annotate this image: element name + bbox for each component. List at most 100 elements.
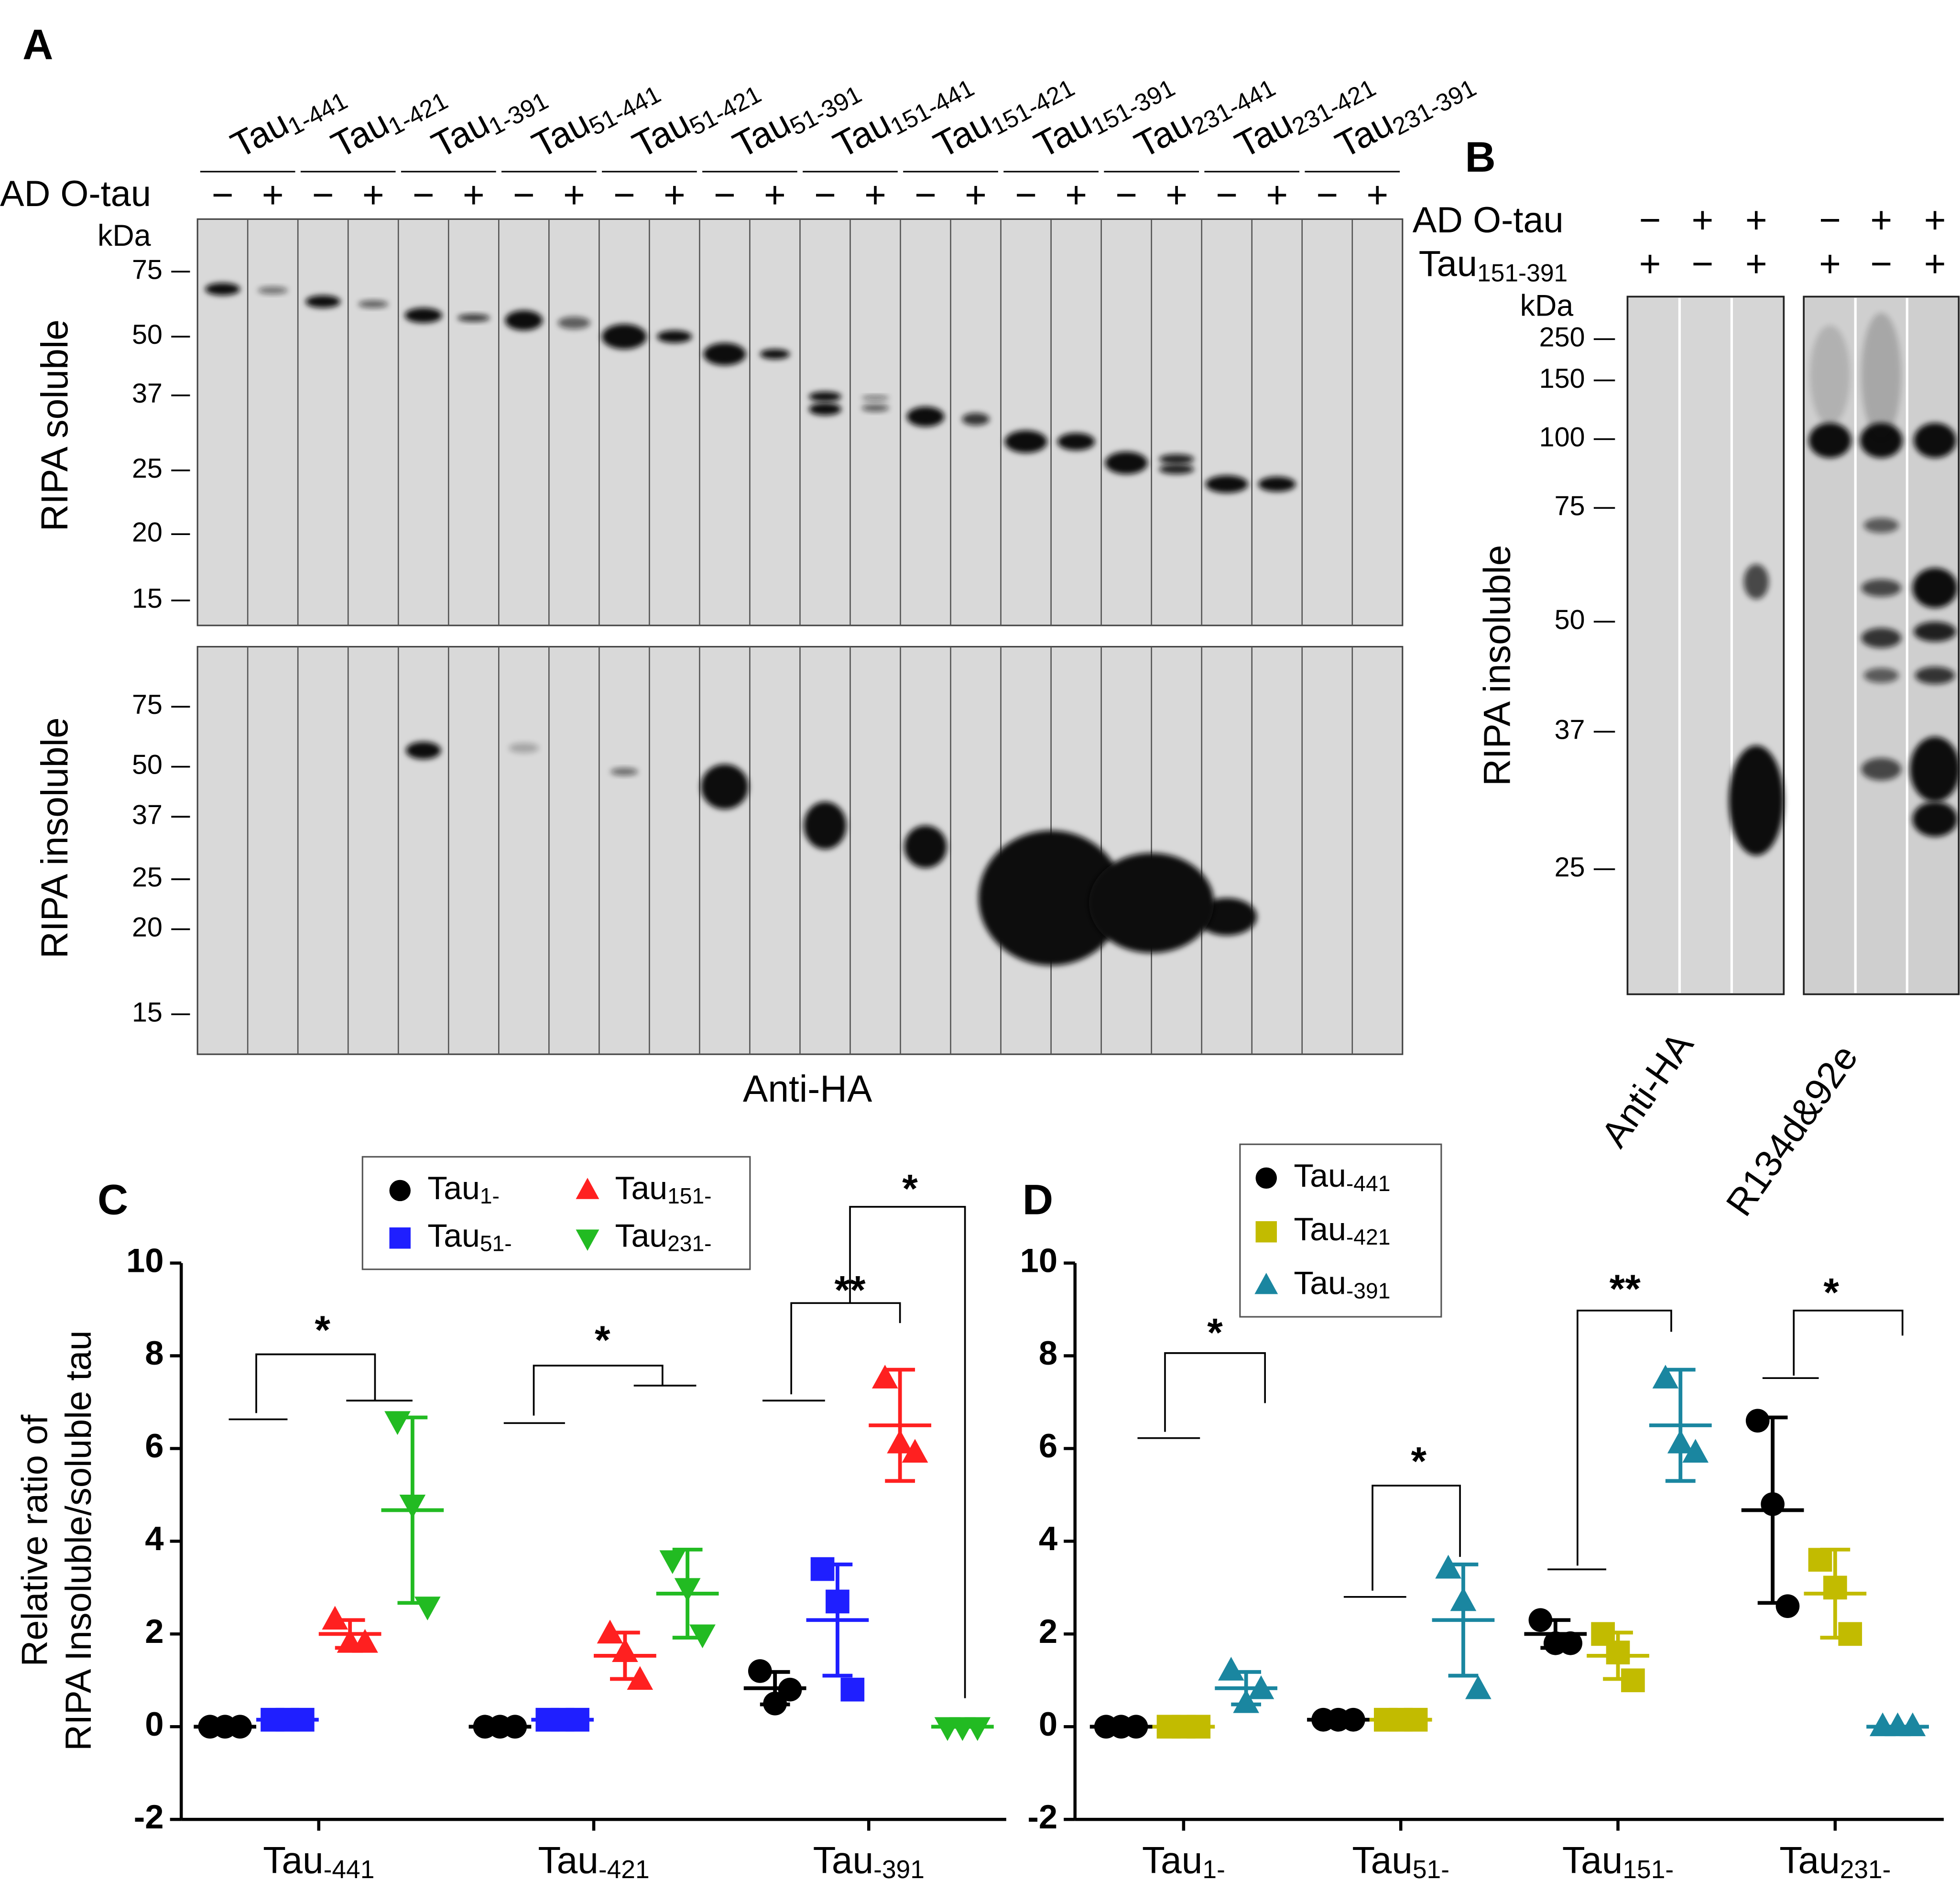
legend-label: Tau-421 [1294,1211,1390,1249]
significance-bracket [255,1353,376,1413]
legend-label-base: Tau [615,1170,667,1206]
blot-band [703,343,746,366]
kda-marker: 25 [132,453,163,484]
sign: − [1691,242,1713,284]
legend-marker [576,1178,599,1199]
x-tick-label-subscript: -421 [599,1856,650,1881]
legend-marker [1254,1273,1278,1294]
x-tick-label-subscript: 51- [1413,1856,1449,1881]
sign: + [1819,242,1841,284]
y-tick-label: 8 [1039,1334,1057,1372]
significance-bracket [1164,1352,1266,1432]
y-tick-label: 2 [145,1612,163,1650]
blot-band [1910,736,1960,802]
antibody-label: Anti-HA [1593,1024,1701,1154]
legend-label-subscript: -421 [1346,1225,1391,1249]
sign: + [1266,174,1288,216]
sign: + [563,174,585,216]
lane-label-subscript: 231-391 [1388,74,1481,141]
x-tick-label-base: Tau [1352,1839,1412,1881]
kda-marker: 15 [132,583,163,614]
x-tick-label: Tau151- [1562,1839,1674,1881]
x-tick-label-base: Tau [263,1839,323,1881]
blot-band [1912,568,1958,608]
lane-label: Tau1-441 [224,73,351,168]
point [659,1550,686,1575]
antibody-label: Anti-HA [743,1068,872,1110]
blot-band [906,406,945,427]
sign: + [1691,199,1713,241]
legend-label-subscript: 51- [480,1231,512,1256]
row-label: Tau151-391 [1419,244,1568,286]
blot-label: RIPA insoluble [1476,545,1518,786]
significance-bracket [533,1365,664,1416]
blot-band [1004,430,1047,453]
lane-label: Tau1-391 [425,73,553,168]
blot-band [1863,667,1899,683]
blot-label: RIPA insoluble [33,717,76,958]
blot-band [1743,564,1769,600]
blot-band [1057,433,1095,450]
significance-label: * [1207,1310,1223,1355]
significance-label: * [595,1317,610,1362]
blot-band [358,300,389,308]
sign: + [1870,199,1892,241]
legend-label: Tau151- [615,1170,711,1208]
sign: − [312,174,334,216]
legend-label-base: Tau [1294,1211,1346,1247]
lane-label-base: Tau [224,103,295,166]
kda-marker: 75 [132,254,163,285]
point [1682,1439,1709,1463]
x-tick-label-base: Tau [1779,1839,1840,1881]
sign: − [1639,199,1661,241]
sign: − [1819,199,1841,241]
legend-label: Tau231- [615,1217,711,1256]
kda-marker: 50 [132,319,163,350]
kda-marker: 50 [132,750,163,780]
lane-label: Tau1-421 [325,73,452,168]
x-tick-label-subscript: 151- [1622,1856,1674,1881]
point [1435,1554,1461,1579]
x-tick-label-base: Tau [1142,1839,1202,1881]
blot-band [1912,801,1958,837]
sign: + [1366,174,1388,216]
point [871,1365,898,1389]
sign: − [814,174,836,216]
legend-label-subscript: 1- [480,1183,500,1208]
blot-band [808,403,841,416]
point [322,1606,348,1630]
legend-label: Tau1- [427,1170,500,1208]
significance-bracket [1372,1485,1461,1591]
kda-marker: 75 [1555,491,1585,521]
blot-band [1105,451,1148,474]
blot-band [610,768,638,776]
kda-marker: 150 [1539,363,1585,394]
point [902,1439,928,1463]
x-tick-label: Tau51- [1352,1839,1449,1881]
sign: + [362,174,384,216]
blot-band [1863,518,1899,533]
blot-band [1729,745,1784,856]
sign: − [1316,174,1338,216]
x-tick-label-base: Tau [538,1839,598,1881]
sign: − [613,174,635,216]
blot-band [1860,423,1903,458]
blot-band [205,283,240,295]
legend-marker [389,1180,411,1202]
sign: + [664,174,686,216]
legend-label-base: Tau [1294,1265,1346,1301]
significance-bracket [1577,1310,1672,1566]
sign: − [714,174,736,216]
kda-marker: 37 [1555,715,1585,745]
blot-band [305,295,341,308]
point [1465,1675,1492,1699]
antibody-label: R134d&92e [1718,1037,1866,1224]
legend-label-subscript: -391 [1346,1279,1391,1303]
significance-label: * [1823,1270,1839,1315]
y-tick-label: 2 [1039,1612,1057,1650]
sign: + [1065,174,1087,216]
y-axis-label: RIPA Insoluble/soluble tau [58,1330,99,1750]
legend-label-base: Tau [427,1170,480,1206]
sign: − [1216,174,1238,216]
